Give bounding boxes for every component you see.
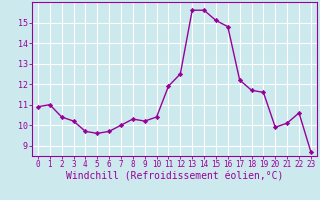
X-axis label: Windchill (Refroidissement éolien,°C): Windchill (Refroidissement éolien,°C) (66, 172, 283, 182)
